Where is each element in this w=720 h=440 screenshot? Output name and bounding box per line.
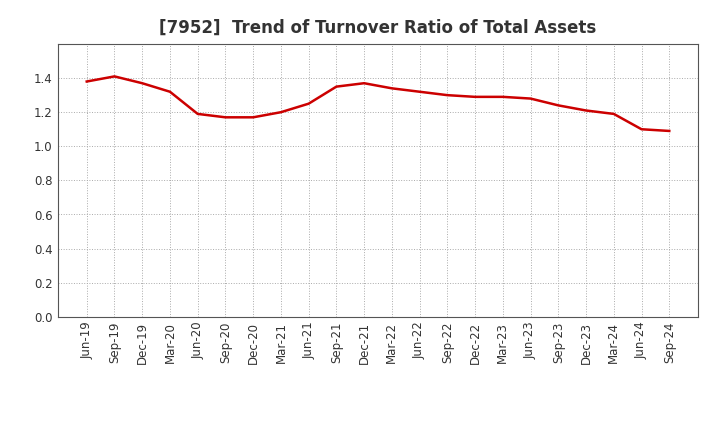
Title: [7952]  Trend of Turnover Ratio of Total Assets: [7952] Trend of Turnover Ratio of Total … bbox=[159, 19, 597, 37]
